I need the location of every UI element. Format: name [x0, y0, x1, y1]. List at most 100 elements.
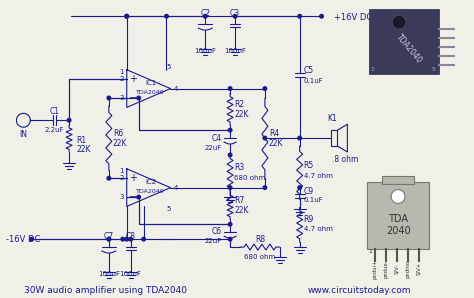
- Text: 4: 4: [173, 185, 178, 191]
- Text: 1: 1: [368, 249, 372, 254]
- Text: 0.1uF: 0.1uF: [304, 78, 323, 84]
- Text: 100nF: 100nF: [224, 48, 246, 54]
- Text: 1: 1: [119, 69, 124, 75]
- Text: 680 ohm: 680 ohm: [234, 175, 265, 181]
- Text: IN: IN: [19, 130, 27, 139]
- Circle shape: [137, 96, 140, 100]
- Circle shape: [298, 186, 301, 190]
- Circle shape: [142, 238, 146, 241]
- Text: R6: R6: [113, 129, 123, 138]
- Circle shape: [125, 15, 128, 18]
- Circle shape: [228, 128, 232, 132]
- Text: 1: 1: [119, 168, 124, 174]
- Text: +: +: [129, 173, 137, 183]
- Text: 2.2uF: 2.2uF: [45, 127, 64, 133]
- Text: 0.1uF: 0.1uF: [304, 196, 323, 203]
- Text: R4: R4: [269, 129, 279, 138]
- Circle shape: [164, 15, 168, 18]
- Text: .8 ohm: .8 ohm: [332, 155, 359, 164]
- Circle shape: [125, 238, 128, 241]
- Text: C2: C2: [200, 9, 210, 18]
- Text: −: −: [128, 192, 137, 202]
- Circle shape: [67, 119, 71, 122]
- Text: 22K: 22K: [234, 110, 248, 119]
- Circle shape: [107, 96, 110, 100]
- Text: 5: 5: [166, 207, 171, 212]
- Text: 22uF: 22uF: [205, 238, 222, 244]
- Text: 100uF: 100uF: [194, 48, 216, 54]
- Circle shape: [228, 153, 232, 157]
- Text: R2: R2: [234, 100, 244, 109]
- Circle shape: [263, 87, 267, 90]
- Text: 3: 3: [119, 95, 124, 101]
- Circle shape: [228, 238, 232, 241]
- Text: TDA2040: TDA2040: [137, 189, 165, 194]
- Circle shape: [298, 136, 301, 140]
- Circle shape: [263, 136, 267, 140]
- Text: 4: 4: [173, 86, 178, 91]
- Text: K1: K1: [328, 114, 337, 123]
- Text: 22uF: 22uF: [205, 145, 222, 151]
- Text: 2: 2: [119, 175, 124, 181]
- Circle shape: [125, 15, 128, 18]
- Text: C6: C6: [212, 227, 222, 236]
- Text: TDA2040: TDA2040: [394, 33, 424, 65]
- Text: TDA: TDA: [388, 214, 408, 224]
- Text: pndue-: pndue-: [383, 260, 389, 278]
- Text: R9: R9: [304, 215, 314, 224]
- Circle shape: [29, 238, 33, 241]
- Text: pndui+: pndui+: [373, 259, 378, 279]
- Text: 22K: 22K: [269, 139, 283, 148]
- Text: 2: 2: [119, 76, 124, 82]
- Bar: [331, 130, 337, 146]
- Text: C7: C7: [104, 232, 114, 241]
- Text: 100nF: 100nF: [120, 271, 142, 277]
- Circle shape: [203, 15, 207, 18]
- Text: IC2: IC2: [145, 179, 156, 185]
- Text: 22K: 22K: [113, 139, 128, 148]
- Circle shape: [263, 186, 267, 190]
- Text: pndino: pndino: [406, 260, 410, 278]
- Circle shape: [137, 195, 140, 199]
- Text: 680 ohm: 680 ohm: [244, 254, 275, 260]
- Text: TDA2040: TDA2040: [137, 90, 165, 95]
- Circle shape: [392, 15, 406, 29]
- Text: C4: C4: [212, 134, 222, 143]
- Bar: [382, 176, 414, 184]
- Circle shape: [129, 238, 133, 241]
- Bar: [367, 182, 429, 249]
- Text: 2040: 2040: [386, 226, 410, 236]
- Text: R3: R3: [234, 163, 244, 172]
- Circle shape: [121, 238, 125, 241]
- Text: 100uF: 100uF: [98, 271, 120, 277]
- Text: −: −: [128, 93, 137, 103]
- Text: C9: C9: [304, 187, 314, 196]
- Text: S/V-: S/V-: [394, 264, 400, 274]
- Text: +16V DC: +16V DC: [335, 13, 373, 22]
- Circle shape: [298, 15, 301, 18]
- Circle shape: [107, 238, 110, 241]
- Text: 4.7 ohm: 4.7 ohm: [304, 226, 333, 232]
- Text: 5: 5: [432, 67, 436, 72]
- Text: 4.7 ohm: 4.7 ohm: [304, 173, 333, 179]
- Text: R8: R8: [255, 235, 265, 244]
- Text: C8: C8: [126, 232, 136, 241]
- Circle shape: [233, 15, 237, 18]
- Text: -16V DC: -16V DC: [7, 235, 41, 244]
- Text: C1: C1: [49, 107, 59, 116]
- Circle shape: [228, 223, 232, 226]
- Text: 5: 5: [166, 64, 171, 70]
- Text: 22K: 22K: [234, 206, 248, 215]
- Text: R5: R5: [304, 161, 314, 170]
- Circle shape: [107, 238, 110, 241]
- Text: 1: 1: [370, 67, 374, 72]
- Text: C3: C3: [230, 9, 240, 18]
- Circle shape: [391, 190, 405, 204]
- Text: C5: C5: [304, 66, 314, 75]
- Bar: [369, 9, 439, 74]
- Text: R1: R1: [76, 136, 86, 145]
- Text: 22K: 22K: [76, 145, 91, 153]
- Text: 30W audio amplifier using TDA2040: 30W audio amplifier using TDA2040: [24, 286, 187, 295]
- Text: R7: R7: [234, 196, 244, 205]
- Text: S/V+: S/V+: [417, 262, 421, 275]
